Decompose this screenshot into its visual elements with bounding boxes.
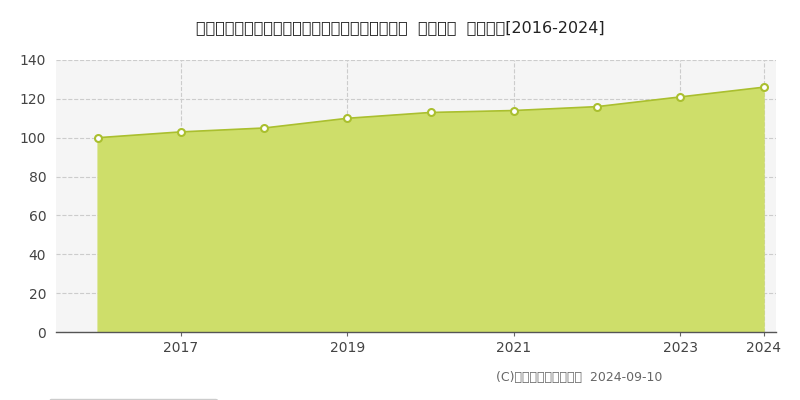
Text: 神奈川県川崎市高津区久本２丁目２８４番１１外  地価公示  地価推移[2016-2024]: 神奈川県川崎市高津区久本２丁目２８４番１１外 地価公示 地価推移[2016-20… [196,20,604,35]
Legend: 地価公示 平均嵪単価(万円/嵪): 地価公示 平均嵪単価(万円/嵪) [49,399,218,400]
Text: (C)土地価格ドットコム  2024-09-10: (C)土地価格ドットコム 2024-09-10 [496,371,662,384]
